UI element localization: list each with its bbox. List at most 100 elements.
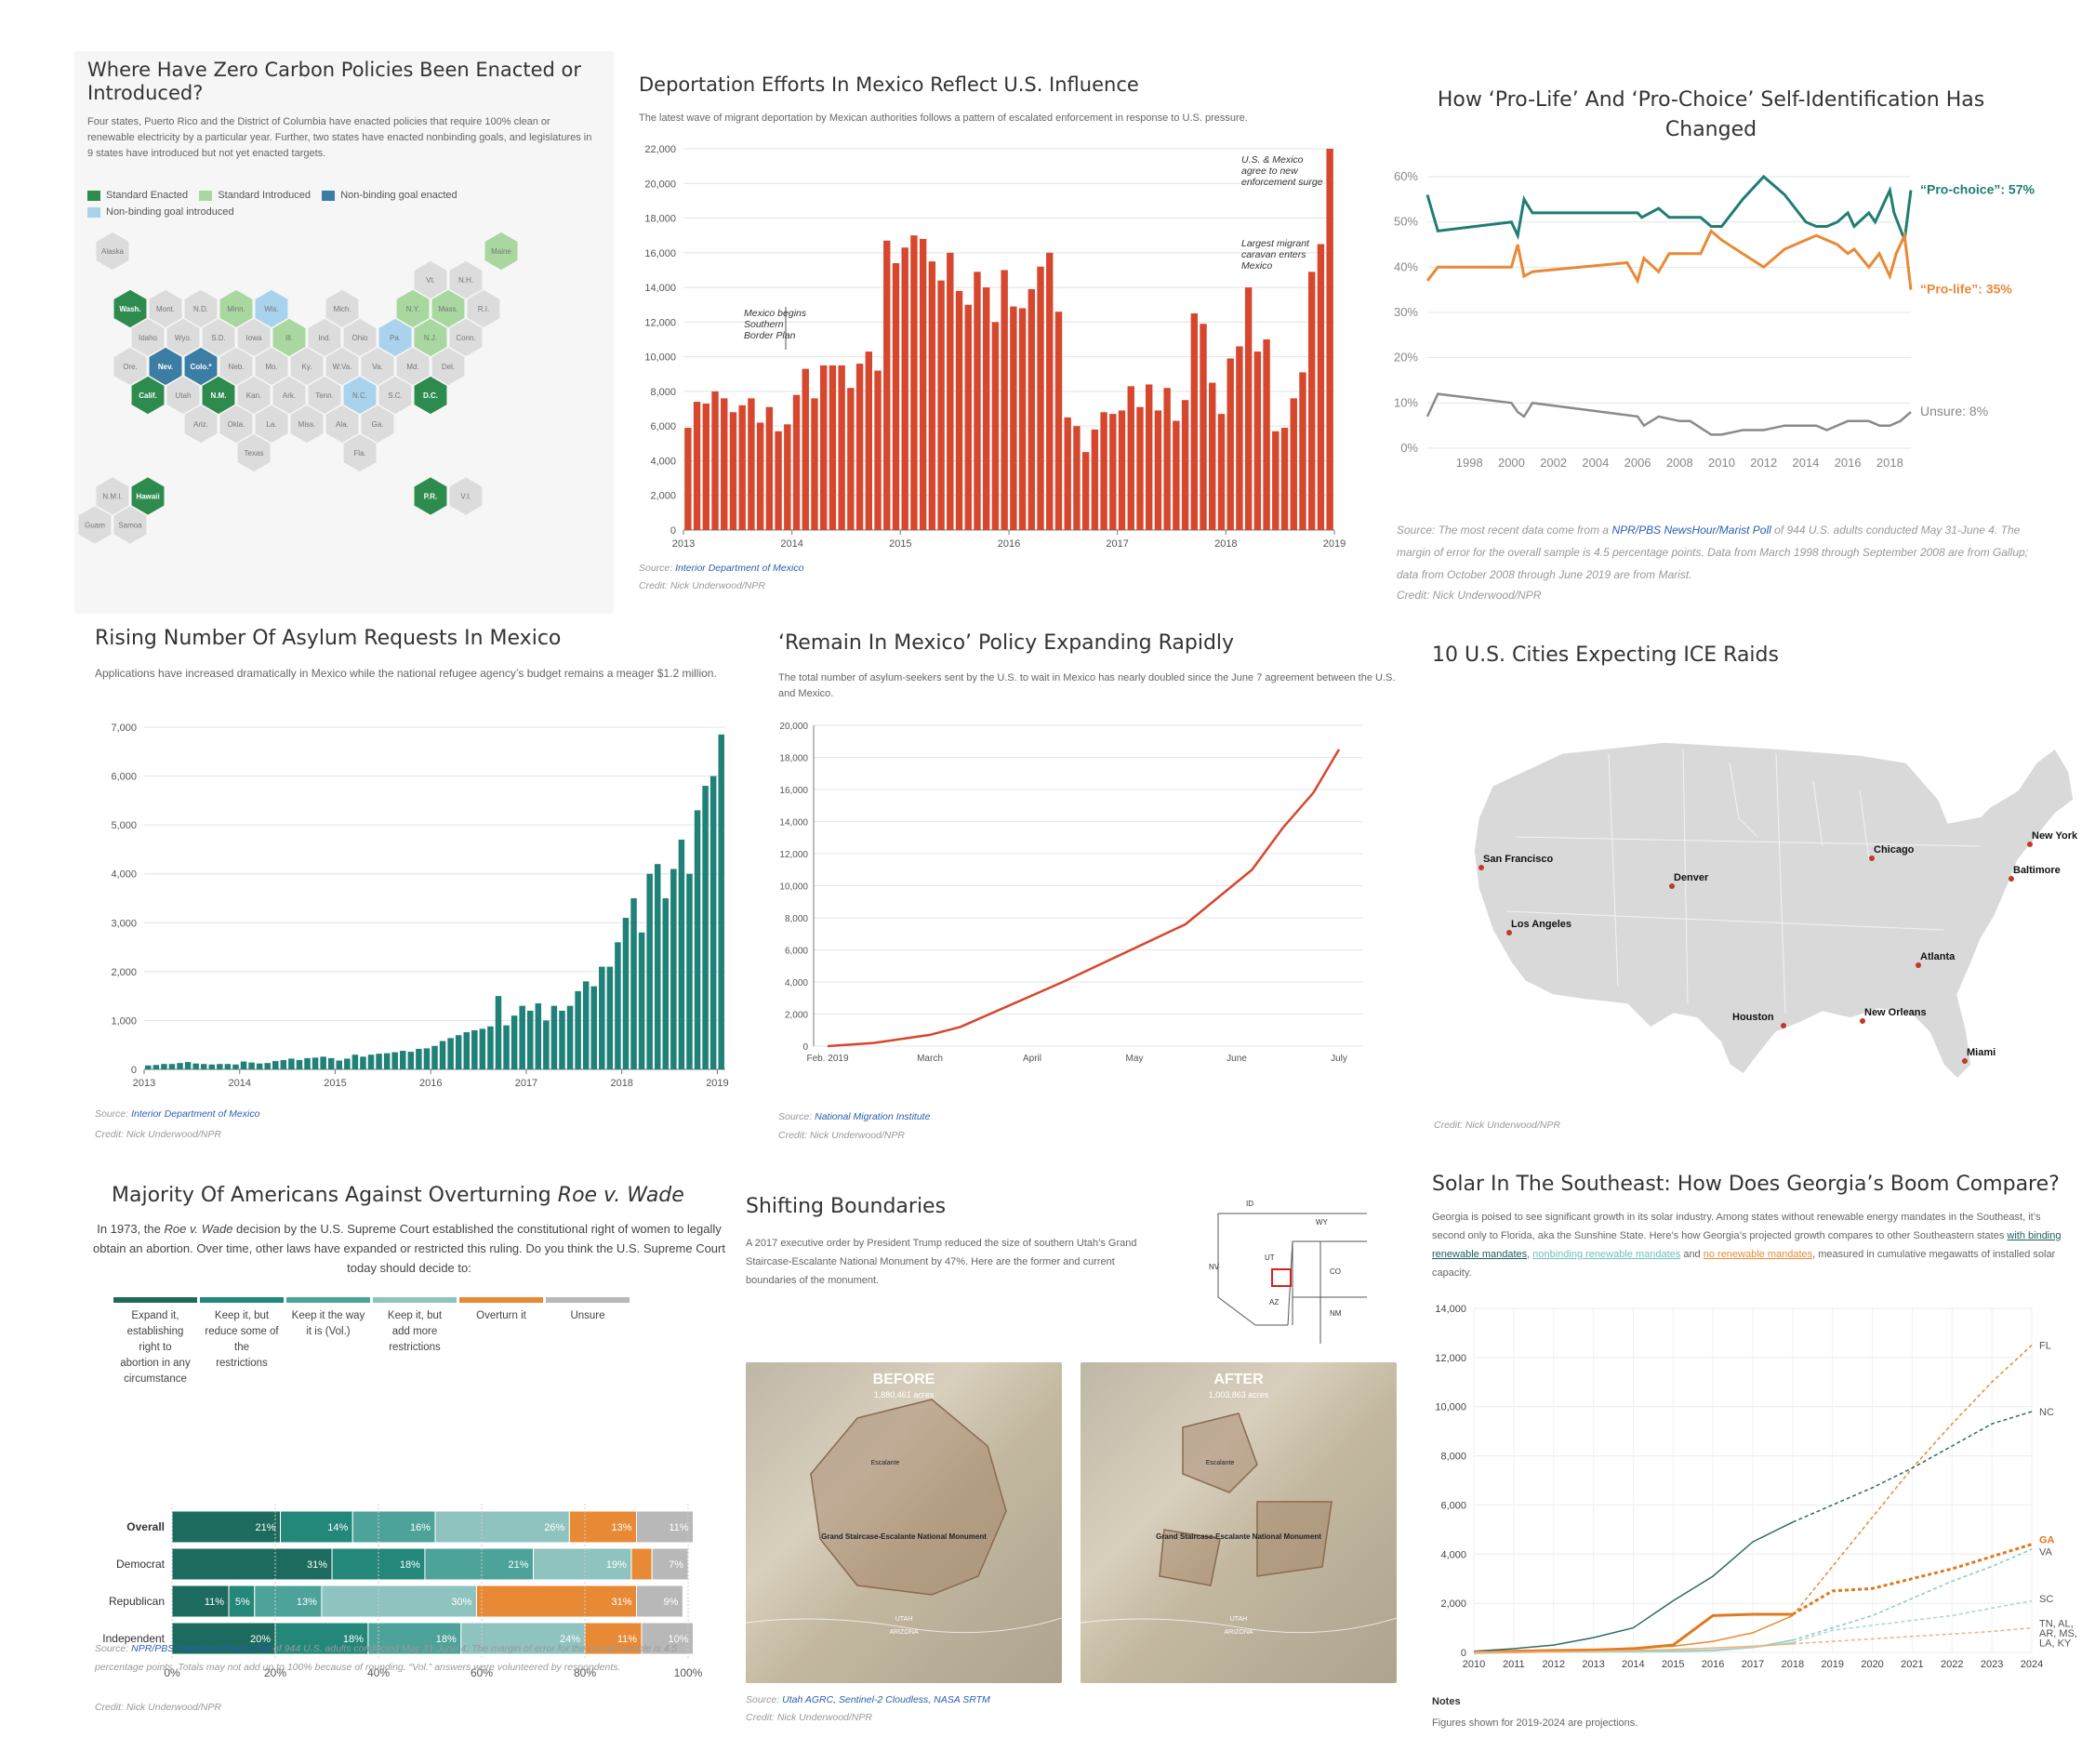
legend-label: Expand it, [131,1310,179,1321]
y-tick-label: 10,000 [779,882,808,893]
roe-source: Source: NPR/PBS NewsHour/Marist Poll of … [95,1643,678,1673]
hex-label: Idaho [139,334,158,342]
bar [883,240,891,530]
bar [272,1061,279,1069]
deportation-panel: Deportation Efforts In Mexico Reflect U.… [628,51,1353,614]
bar [351,1054,359,1069]
legend-label: Overturn it [476,1310,526,1321]
x-tick-label: 20% [264,1666,286,1679]
x-tick-label: 2023 [1981,1659,2003,1670]
y-tick-label: 50% [1394,215,1418,229]
legend-label: restrictions [216,1358,268,1369]
y-tick-label: 0 [1461,1648,1466,1659]
city-label: Houston [1732,1012,1774,1023]
segment-label: 21% [508,1559,528,1571]
hex-label: Samoa [118,522,142,530]
segment-label: 26% [544,1522,564,1533]
segment-label: 11% [205,1597,224,1608]
end-label: SC [2039,1594,2053,1605]
annotation-line: agree to new [1241,166,1299,177]
bar [208,1064,216,1069]
bar [383,1053,391,1069]
bar [599,966,605,1069]
bar [1326,149,1333,530]
before-acres: 1,880,461 acres [873,1390,935,1399]
bar [955,290,963,530]
bar [670,869,677,1069]
x-tick-label: 60% [471,1666,493,1679]
deportation-source-link[interactable]: Interior Department of Mexico [675,563,804,574]
legend-nonbinding-enacted: Non-binding goal enacted [322,190,457,201]
bar [152,1065,160,1069]
x-tick-label: 2002 [1540,456,1567,470]
bar-segment [424,1547,535,1581]
bar [1037,266,1044,530]
hex-label: Wyo. [175,334,192,342]
city-label: Atlanta [1920,951,1956,962]
asylum-credit: Credit: Nick Underwood/NPR [95,1129,221,1140]
annotation-line: caravan enters [1241,249,1306,260]
y-tick-label: 14,000 [779,818,808,829]
prolife-source-link[interactable]: NPR/PBS NewsHour/Marist Poll [1611,524,1771,537]
remain-credit: Credit: Nick Underwood/NPR [778,1130,905,1141]
x-tick-label: June [1227,1054,1247,1064]
bar [792,394,801,530]
bar [874,370,882,530]
bar-segment [630,1547,653,1581]
bar [1181,400,1189,530]
annotation-line: Largest migrant [1241,238,1310,249]
asylum-source-link[interactable]: Interior Department of Mexico [131,1108,260,1120]
y-tick-label: 16,000 [644,248,676,259]
bar [1308,272,1316,530]
x-tick-label: 2013 [1582,1659,1604,1670]
bar [838,365,845,530]
boundaries-source: Source: Utah AGRC, Sentinel-2 Cloudless,… [746,1694,990,1705]
y-tick-label: 22,000 [644,144,676,155]
segment-label: 18% [343,1634,364,1645]
end-label: NC [2039,1407,2054,1418]
after-town-label: Escalante [1206,1460,1235,1466]
bar [748,398,755,530]
x-tick-label: 2017 [1106,538,1128,550]
bar [1253,351,1262,530]
solar-link-none[interactable]: no renewable mandates [1703,1249,1813,1260]
x-tick-label: 1998 [1456,456,1483,470]
y-tick-label: 7,000 [111,723,137,734]
bar-segment [254,1585,323,1618]
x-tick-label: 2016 [1702,1659,1724,1670]
bar [256,1063,263,1069]
bar [280,1060,287,1069]
asylum-source: Source: Interior Department of Mexico [95,1108,260,1120]
legend-enacted: Standard Enacted [87,190,188,201]
legend-swatch [373,1297,457,1303]
hex-label: Kan. [246,391,261,400]
bar [928,261,936,530]
bar [829,365,837,530]
prolife-panel: How ‘Pro-Life’ And ‘Pro-Choice’ Self-Ide… [1386,74,2088,623]
y-tick-label: 0% [1400,441,1418,455]
city-label: Los Angeles [1511,919,1571,930]
hex-label: Pa. [390,334,401,342]
y-tick-label: 2,000 [650,491,676,502]
bar [718,734,724,1069]
boundaries-source-link[interactable]: Utah AGRC, Sentinel-2 Cloudless, NASA SR… [782,1694,990,1705]
bar [1217,414,1226,530]
hex-label: Mass. [438,305,457,313]
x-tick-label: 2018 [610,1078,632,1089]
bar [431,1045,438,1069]
remain-source-link[interactable]: National Migration Institute [815,1111,931,1122]
city-label: New Orleans [1864,1007,1927,1018]
solar-link-nonbinding[interactable]: nonbinding renewable mandates [1532,1249,1681,1260]
locator-nv: NV [1209,1263,1220,1271]
bar [709,776,717,1069]
roe-source-link[interactable]: NPR/PBS NewsHour/Marist Poll [131,1643,272,1654]
y-tick-label: 20,000 [644,179,676,190]
solar-link-binding[interactable]: with binding renewable mandates [1432,1230,2062,1260]
city-label: San Francisco [1483,854,1554,865]
bar [200,1064,207,1069]
label-pro-life: “Pro-life”: 35% [1920,282,2012,297]
bar [1299,372,1306,530]
asylum-subtitle: Applications have increased dramatically… [95,667,717,680]
city-marker [2009,876,2014,882]
city-marker [1506,930,1512,935]
